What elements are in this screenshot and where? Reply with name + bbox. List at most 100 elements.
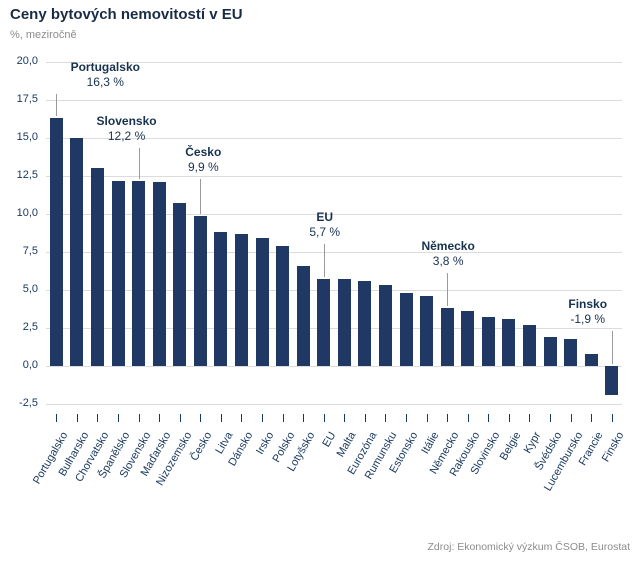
x-tick — [406, 414, 407, 422]
x-tick — [385, 414, 387, 422]
bar — [461, 311, 475, 366]
chart-subtitle: %, meziročně — [10, 29, 77, 41]
bar — [543, 337, 557, 366]
annotation: Německo 3,8 % — [421, 239, 474, 269]
bar — [49, 118, 63, 366]
x-tick — [529, 414, 531, 422]
annotation-value: 3,8 % — [432, 254, 464, 268]
chart-title: Ceny bytových nemovitostí v EU — [10, 6, 243, 23]
y-tick-label: 20,0 — [16, 55, 38, 67]
y-tick-label: 0,0 — [22, 359, 38, 371]
x-tick — [76, 414, 78, 422]
annotation-value: -1,9 % — [570, 312, 606, 326]
x-tick — [570, 414, 572, 422]
annotation-line — [323, 244, 325, 278]
x-tick — [138, 414, 140, 422]
annotation: Portugalsko 16,3 % — [71, 60, 140, 90]
x-tick — [97, 414, 99, 422]
y-tick-label: 10,0 — [16, 207, 38, 219]
annotation-label: Slovensko — [96, 114, 157, 128]
y-tick-label: 2,5 — [22, 321, 38, 333]
y-tick-label: 12,5 — [16, 169, 38, 181]
bar — [358, 280, 372, 366]
gridline — [46, 404, 622, 405]
annotation: EU 5,7 % — [309, 210, 340, 240]
annotation-line — [56, 94, 58, 117]
x-tick — [56, 414, 58, 422]
x-tick — [282, 414, 284, 422]
gridline — [46, 214, 622, 215]
x-tick — [159, 414, 161, 422]
bar — [152, 182, 166, 366]
annotation-label: Finsko — [568, 297, 608, 311]
annotation-value: 16,3 % — [86, 75, 124, 89]
bar — [214, 232, 228, 366]
bar — [605, 366, 619, 395]
bar — [276, 245, 290, 366]
x-tick — [323, 414, 325, 422]
annotation-line — [611, 331, 613, 364]
annotation-value: 12,2 % — [107, 129, 146, 143]
x-tick — [467, 414, 469, 422]
x-tick — [508, 414, 510, 422]
x-tick — [611, 414, 613, 422]
bar — [255, 238, 269, 366]
annotation-line — [138, 148, 140, 179]
y-tick-label: 15,0 — [16, 131, 38, 143]
gridline — [46, 176, 622, 177]
y-tick-label: 5,0 — [22, 283, 38, 295]
annotation-line — [200, 179, 202, 214]
annotation-label: Německo — [421, 239, 475, 253]
gridline — [46, 100, 622, 101]
annotation-value: 9,9 % — [187, 160, 219, 174]
y-tick-label: 7,5 — [22, 245, 38, 257]
gridline — [46, 138, 622, 139]
annotation: Česko 9,9 % — [185, 145, 221, 175]
bar — [502, 318, 516, 366]
bar — [111, 180, 125, 366]
gridline — [46, 252, 622, 253]
x-tick — [447, 414, 449, 422]
bar — [296, 265, 310, 366]
y-tick-label: -2,5 — [19, 397, 38, 409]
x-tick — [179, 414, 181, 422]
x-tick — [220, 414, 222, 422]
annotation-value: 5,7 % — [309, 225, 341, 239]
x-tick — [344, 414, 346, 422]
bar — [337, 279, 351, 366]
bar — [420, 296, 434, 366]
bar — [132, 180, 146, 366]
bar — [173, 203, 187, 366]
x-tick — [426, 414, 428, 422]
annotation: Finsko -1,9 % — [568, 297, 607, 327]
bar — [522, 324, 536, 366]
bar — [440, 308, 454, 366]
gridline — [46, 62, 622, 63]
x-tick — [262, 414, 263, 422]
gridline — [46, 366, 622, 367]
x-tick — [591, 414, 593, 422]
x-tick — [303, 414, 305, 422]
bar — [584, 353, 598, 366]
annotation-line — [447, 273, 449, 307]
x-tick — [241, 414, 243, 422]
x-tick — [488, 414, 490, 422]
bar — [317, 279, 331, 366]
bar — [564, 338, 578, 366]
x-tick — [364, 414, 366, 422]
gridline — [46, 290, 622, 291]
bar — [90, 168, 104, 366]
annotation-label: Česko — [185, 145, 222, 159]
annotation: Slovensko 12,2 % — [97, 114, 157, 144]
x-tick — [118, 414, 119, 422]
bar — [399, 293, 413, 366]
bar — [234, 233, 248, 366]
bar — [481, 317, 495, 366]
bar — [378, 285, 392, 366]
annotation-label: Portugalsko — [70, 60, 140, 74]
x-label: EU — [320, 430, 339, 450]
y-tick-label: 17,5 — [16, 93, 38, 105]
bar — [193, 215, 207, 366]
